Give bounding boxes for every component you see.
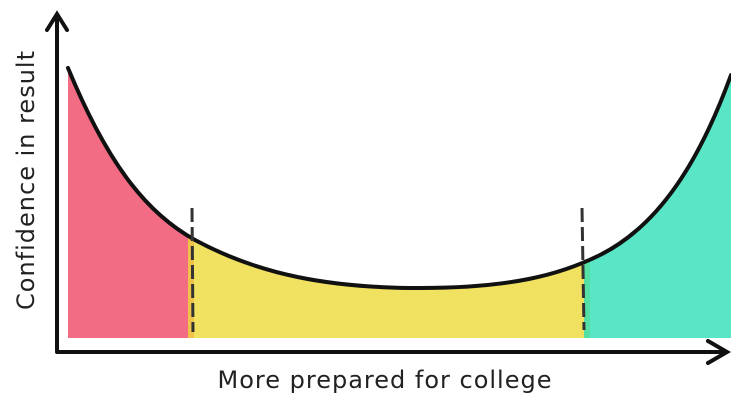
- middle-region: [188, 68, 590, 338]
- high-region: [584, 68, 731, 338]
- right-marker: [580, 207, 586, 331]
- curve: [66, 66, 731, 291]
- x-axis-label: More prepared for college: [218, 366, 553, 394]
- y-axis-label: Confidence in result: [12, 50, 40, 310]
- y-axis-arrow: [45, 10, 69, 32]
- left-marker: [190, 207, 195, 333]
- x-axis-arrow: [706, 339, 731, 365]
- regions: [68, 68, 731, 338]
- low-region: [68, 68, 194, 338]
